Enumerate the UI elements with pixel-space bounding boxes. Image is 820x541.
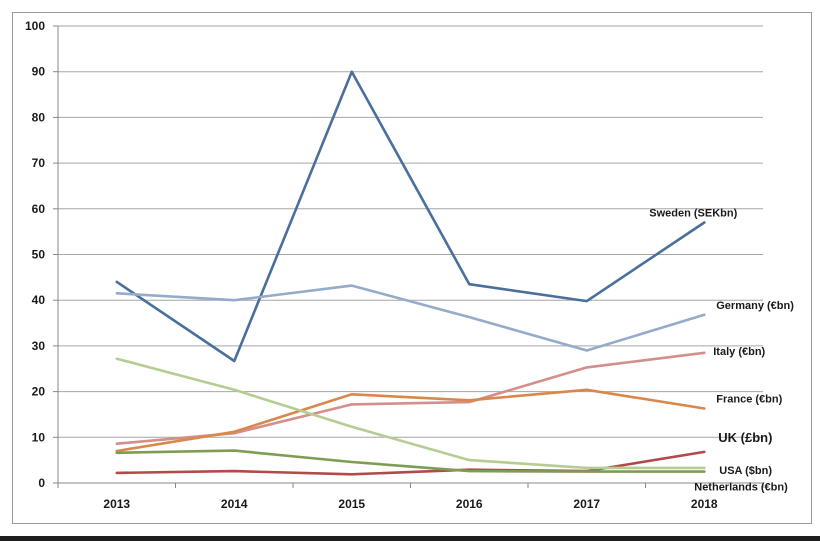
series-label: France (€bn) — [716, 394, 782, 406]
series-label: Netherlands (€bn) — [694, 482, 788, 494]
y-tick-label: 40 — [32, 293, 46, 307]
axes — [53, 25, 764, 488]
series-line — [115, 357, 706, 470]
series-line — [115, 449, 706, 473]
series-label: Germany (€bn) — [716, 300, 794, 312]
series-label: Sweden (SEKbn) — [649, 208, 737, 220]
y-tick-label: 0 — [38, 476, 45, 490]
y-tick-label: 10 — [32, 430, 46, 444]
x-tick-label: 2016 — [456, 497, 483, 511]
series-labels: Sweden (SEKbn) Germany (€bn) Italy (€bn) Fr… — [649, 208, 794, 494]
series-label: Italy (€bn) — [713, 346, 765, 358]
x-tick-label: 2018 — [691, 497, 718, 511]
gridlines — [58, 25, 763, 438]
y-tick-label: 20 — [32, 385, 46, 399]
x-tick-label: 2014 — [221, 497, 248, 511]
y-tick-label: 30 — [32, 339, 46, 353]
series-line — [115, 388, 706, 453]
series-lines — [115, 70, 706, 476]
x-tick-label: 2013 — [103, 497, 130, 511]
chart-frame: 0 10 20 30 40 50 60 70 80 90 100 2013 2014 2015 2016 2… — [12, 12, 812, 524]
y-tick-labels: 0 10 20 30 40 50 60 70 80 90 100 — [25, 19, 45, 490]
x-tick-label: 2015 — [338, 497, 365, 511]
y-tick-label: 100 — [25, 19, 45, 33]
window-bottom-edge — [0, 536, 820, 541]
y-tick-label: 60 — [32, 202, 46, 216]
series-label: USA ($bn) — [719, 465, 772, 477]
y-tick-label: 90 — [32, 65, 46, 79]
series-label: UK (£bn) — [718, 430, 772, 445]
y-tick-label: 80 — [32, 110, 46, 124]
y-tick-label: 50 — [32, 248, 46, 262]
x-tick-label: 2017 — [573, 497, 600, 511]
x-tick-labels: 2013 2014 2015 2016 2017 2018 — [103, 497, 718, 511]
series-line — [115, 70, 706, 363]
series-line — [115, 284, 706, 352]
y-tick-label: 70 — [32, 156, 46, 170]
